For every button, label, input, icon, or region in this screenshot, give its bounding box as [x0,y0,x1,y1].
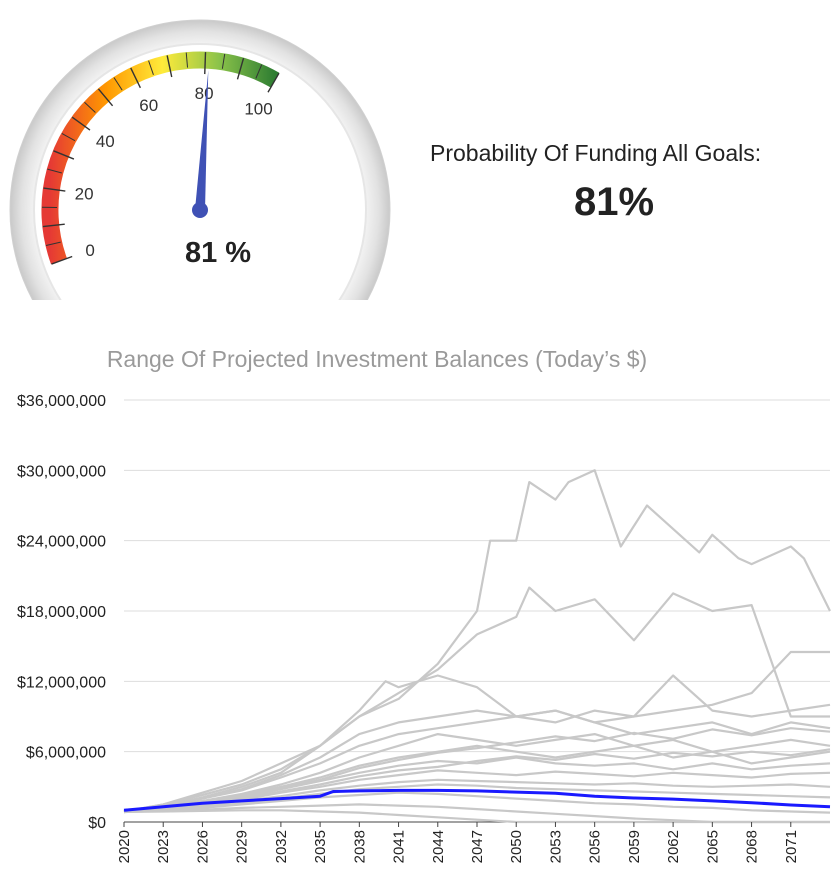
y-tick-label: $24,000,000 [17,534,106,551]
gauge-tick-labels: 0 20 40 60 80 100 [75,84,273,260]
x-tick-label: 2059 [626,830,643,863]
y-tick-label: $36,000,000 [17,393,106,410]
gauge-ticks [42,52,280,265]
gauge-value-label: 81 % [185,237,251,269]
probability-value: 81% [574,180,655,224]
gauge-tick [113,77,123,91]
gauge-tick [166,55,173,78]
x-tick-label: 2062 [665,830,682,863]
x-tick-label: 2035 [312,830,329,863]
x-tick-label: 2032 [273,830,290,863]
x-tick-label: 2020 [116,830,133,863]
median-line [123,788,831,812]
chart-title: Range Of Projected Investment Balances (… [107,346,647,372]
y-tick-label: $6,000,000 [26,745,106,762]
x-tick-label: 2026 [194,830,211,863]
simulation-line [123,469,831,813]
x-tick-label: 2050 [508,830,525,863]
gauge-tick [42,223,65,228]
gauge-tick-label: 60 [139,96,158,115]
x-tick-label: 2023 [155,830,172,863]
simulation-line [123,586,830,813]
gauge-tick [130,67,142,89]
simulation-line [123,783,831,814]
gauge-tick [43,187,66,192]
gauge-tick [84,101,96,113]
gauge-tick-label: 40 [96,132,115,151]
simulation-line [123,674,831,813]
x-tick-label: 2071 [783,830,800,863]
gauge-tick [51,255,73,265]
x-tick-label: 2029 [234,830,251,863]
y-tick-label: $0 [88,815,106,832]
gauge-tick-label: 80 [195,84,214,103]
y-axis-labels: $0 $6,000,000 $12,000,000 $18,000,000 $24,00… [17,393,106,832]
simulation-line [123,809,830,824]
gauge-tick [236,57,245,80]
gauge-tick [204,52,207,75]
simulation-lines [123,469,831,824]
projected-balances-chart: Range Of Projected Investment Balances (… [17,346,831,863]
probability-caption: Probability Of Funding All Goals: [430,140,762,166]
x-tick-label: 2053 [547,830,564,863]
y-tick-label: $30,000,000 [17,463,106,480]
simulation-line [123,748,831,814]
gauge-tick [61,132,76,142]
gauge-tick [45,241,61,247]
gauge-tick [47,168,63,174]
gauge-tick-label: 20 [75,185,94,204]
simulation-line [123,727,831,813]
gauge-tick [255,64,263,79]
gauge-needle [192,70,209,218]
gauge-tick [185,52,189,68]
median-series [123,788,831,812]
x-axis-labels: 2020 2023 2026 2029 2032 2035 2038 2041 2044 2047… [116,822,800,863]
gauge-tick-label: 0 [85,241,94,260]
simulation-line [123,756,831,813]
gauge-tick-label: 100 [244,100,272,119]
gauge-tick [148,60,154,75]
x-tick-label: 2041 [391,830,408,863]
simulation-line [123,744,831,813]
x-tick-label: 2068 [744,830,761,863]
probability-gauge: 0 20 40 60 80 100 81 % [9,19,391,300]
simulation-line [123,709,831,813]
gauge-tick [97,88,114,107]
gauge-tick [71,116,91,131]
simulation-line [123,791,831,814]
gauge-tick [53,150,75,160]
x-tick-label: 2038 [351,830,368,863]
x-tick-label: 2065 [704,830,721,863]
y-tick-label: $18,000,000 [17,604,106,621]
y-tick-label: $12,000,000 [17,674,106,691]
x-tick-label: 2047 [469,830,486,863]
gauge-tick [267,72,280,93]
x-tick-label: 2056 [587,830,604,863]
gauge-tick [221,53,226,69]
x-tick-label: 2044 [430,830,447,863]
gauge-needle-hub [192,202,208,218]
gauge-needle-pointer [195,70,209,211]
